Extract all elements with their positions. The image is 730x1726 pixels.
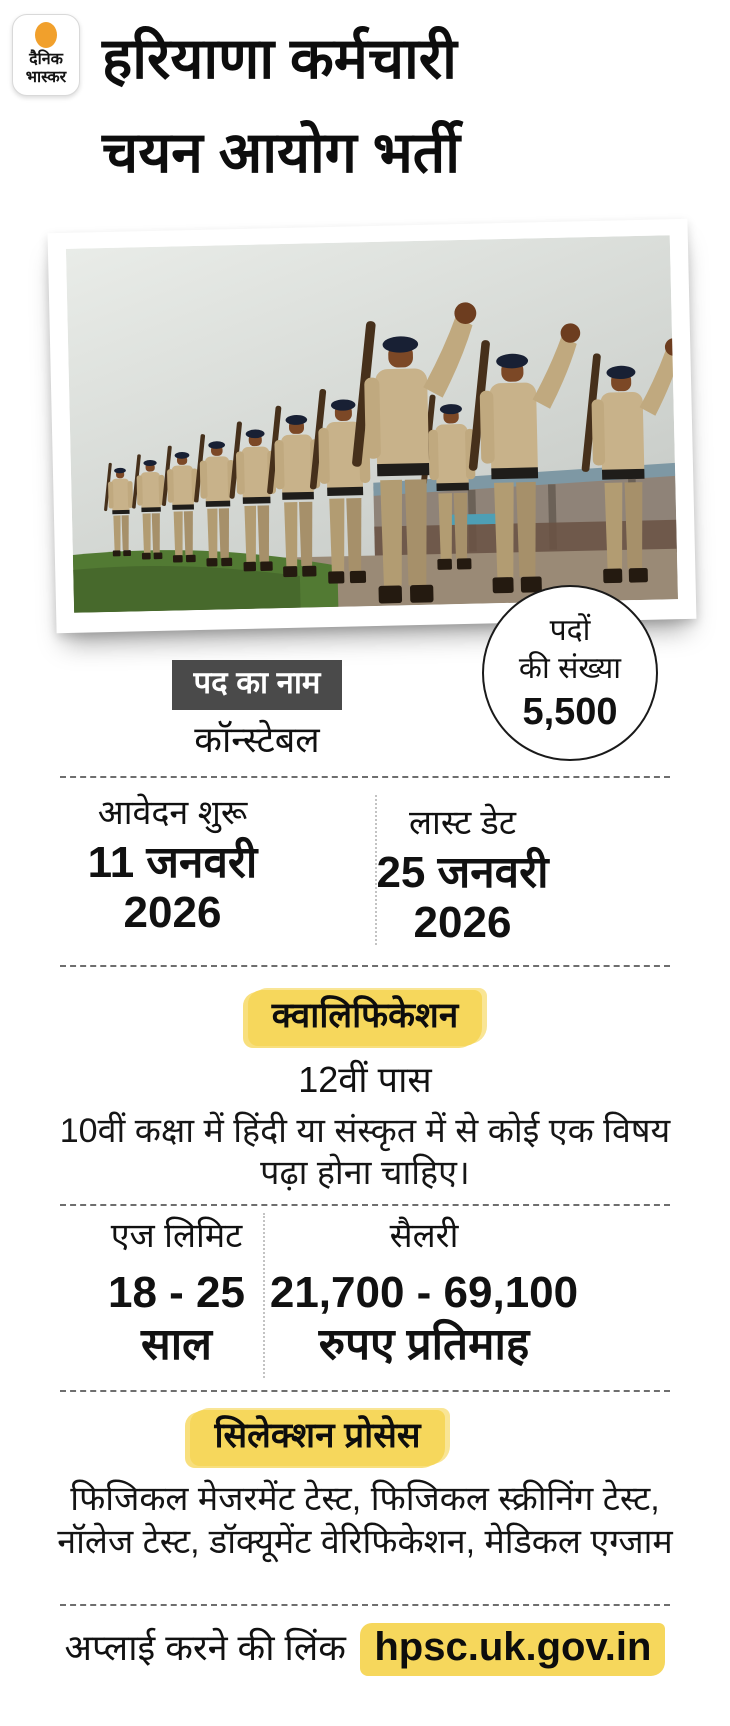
dainik-bhaskar-logo: दैनिक भास्कर [12, 14, 80, 96]
salary-unit: रुपए प्रतिमाह [318, 1320, 530, 1369]
photo-frame [47, 218, 697, 634]
divider [60, 965, 670, 967]
post-label-badge: पद का नाम [171, 660, 343, 710]
page-title-line2: चयन आयोग भर्ती [102, 121, 461, 185]
constables-photo [65, 235, 679, 613]
vacancy-line1: पदों [549, 614, 591, 647]
qualification-line1: 12वीं पास [298, 1059, 432, 1100]
apply-label: अप्लाई करने की लिंक [64, 1627, 346, 1668]
dates-section: आवेदन शुरू 11 जनवरी 2026 लास्ट डेट 25 जन… [60, 792, 670, 948]
selection-badge: सिलेक्शन प्रोसेस [190, 1410, 445, 1466]
page-title-line1: हरियाणा कर्मचारी [102, 27, 457, 91]
selection-process-section: सिलेक्शन प्रोसेस फिजिकल मेजरमेंट टेस्ट, … [0, 1410, 730, 1564]
vacancy-line2: की संख्या [518, 652, 622, 685]
salary-column: सैलरी 21,700 - 69,100 रुपए प्रतिमाह [263, 1215, 670, 1371]
salary-range: 21,700 - 69,100 [269, 1268, 579, 1317]
application-start-column: आवेदन शुरू 11 जनवरी 2026 [60, 792, 375, 948]
post-section: पद का नाम कॉन्स्टेबल [70, 660, 444, 761]
qualification-badge: क्वालिफिकेशन [247, 990, 483, 1046]
selection-detail: फिजिकल मेजरमेंट टेस्ट, फिजिकल स्क्रीनिंग… [57, 1480, 673, 1561]
last-label: लास्ट डेट [409, 804, 516, 842]
age-limit-column: एज लिमिट 18 - 25 साल [60, 1215, 263, 1371]
age-unit: साल [141, 1320, 212, 1369]
last-date-line1: 25 जनवरी [376, 848, 549, 897]
divider [60, 1604, 670, 1606]
post-value: कॉन्स्टेबल [194, 719, 320, 760]
divider [60, 1390, 670, 1392]
vacancy-count: 5,500 [522, 691, 618, 733]
age-label: एज लिमिट [110, 1217, 243, 1255]
sun-icon [35, 22, 57, 48]
age-range: 18 - 25 [108, 1268, 245, 1317]
salary-label: सैलरी [389, 1217, 459, 1255]
last-date-column: लास्ट डेट 25 जनवरी 2026 [375, 802, 670, 948]
logo-text-line1: दैनिक [29, 51, 63, 68]
start-date-line2: 2026 [123, 888, 222, 937]
divider [60, 776, 670, 778]
logo-text-line2: भास्कर [25, 69, 67, 86]
vertical-divider [263, 1213, 265, 1378]
qualification-section: क्वालिफिकेशन 12वीं पास 10वीं कक्षा में ह… [0, 990, 730, 1194]
last-date-line2: 2026 [413, 898, 512, 947]
qualification-detail: 10वीं कक्षा में हिंदी या संस्कृत में से … [59, 1112, 671, 1192]
vacancy-count-circle: पदों की संख्या 5,500 [482, 585, 658, 761]
vertical-divider [375, 795, 377, 945]
page-title: हरियाणा कर्मचारी चयन आयोग भर्ती [102, 12, 722, 200]
start-label: आवेदन शुरू [97, 794, 248, 832]
apply-section: अप्लाई करने की लिंक hpsc.uk.gov.in [0, 1622, 730, 1676]
apply-link[interactable]: hpsc.uk.gov.in [360, 1623, 666, 1676]
start-date-line1: 11 जनवरी [87, 838, 258, 887]
age-salary-section: एज लिमिट 18 - 25 साल सैलरी 21,700 - 69,1… [60, 1215, 670, 1371]
divider [60, 1204, 670, 1206]
